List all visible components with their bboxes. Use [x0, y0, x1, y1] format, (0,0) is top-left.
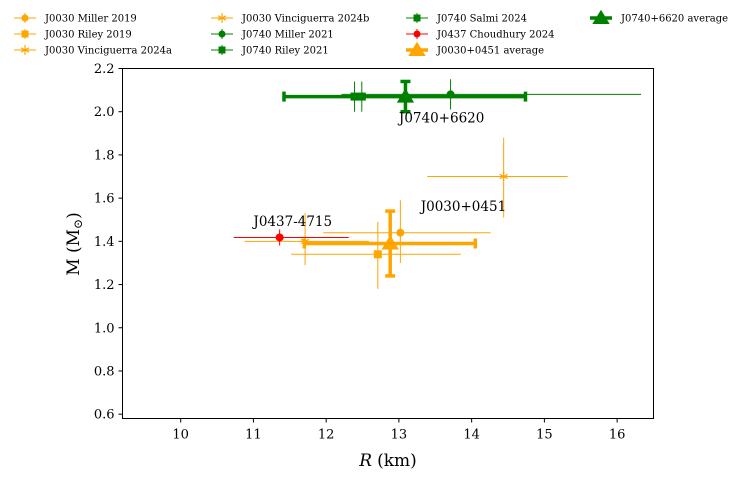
y-axis: 0.6 0.8 1.0 1.2 1.4 1.6 1.8 2.0 2.2 [94, 62, 123, 423]
series-j0030-0451-average [302, 209, 478, 278]
y-tick-label: 1.6 [94, 192, 115, 207]
legend-label: J0740 Salmi 2024 [436, 14, 527, 25]
x-tick-label: 16 [609, 428, 626, 443]
legend-label: J0030 Riley 2019 [44, 30, 132, 41]
legend-marker [21, 30, 29, 38]
data-point [396, 88, 415, 103]
x-tick-label: 15 [536, 428, 553, 443]
legend-marker [21, 14, 29, 22]
y-tick-label: 0.6 [94, 408, 115, 423]
x-axis: 10 11 12 13 14 15 16 [172, 418, 626, 443]
annotation-j0740-6620: J0740+6620 [397, 111, 484, 127]
x-tick-label: 13 [391, 428, 408, 443]
x-axis-label-var: R [358, 451, 372, 471]
annotation-j0030-0451: J0030+0451 [419, 199, 506, 215]
y-axis-label-close: ) [64, 212, 84, 219]
legend-marker [218, 30, 226, 38]
legend-item-j0030-miller-2019: J0030 Miller 2019 [14, 13, 137, 25]
legend-item-j0030-0451-average: J0030+0451 average [406, 41, 544, 57]
series-j0740-miller-2021 [341, 79, 642, 110]
data-point [499, 172, 509, 182]
legend-item-j0740-6620-average: J0740+6620 average [590, 9, 728, 25]
x-axis-label-unit: (km) [377, 451, 417, 471]
data-point [396, 228, 405, 237]
legend-item-j0030-vinciguerra-2024b: J0030 Vinciguerra 2024b [211, 13, 369, 25]
legend-label: J0030 Miller 2019 [44, 14, 137, 25]
legend-item-j0740-riley-2021: J0740 Riley 2021 [211, 45, 329, 57]
plot-area: J0740+6620 J0030+0451 J0437-4715 [233, 79, 642, 289]
legend-marker [218, 46, 226, 54]
legend-item-j0030-vinciguerra-2024a: J0030 Vinciguerra 2024a [14, 45, 172, 57]
x-axis-label: R (km) [358, 451, 417, 471]
x-tick-label: 10 [172, 428, 189, 443]
y-axis-label-sub: ⊙ [71, 219, 85, 229]
x-tick-label: 12 [318, 428, 335, 443]
annotation-j0437-4715: J0437-4715 [251, 214, 332, 230]
legend-marker [413, 14, 421, 22]
legend: J0030 Miller 2019 J0030 Riley 2019 J0030 V… [14, 9, 728, 57]
plot-frame [122, 68, 654, 419]
legend-marker [413, 30, 421, 38]
y-tick-label: 1.4 [94, 235, 115, 250]
data-point [275, 233, 284, 242]
series-j0030-riley-2019 [291, 221, 461, 289]
legend-item-j0740-miller-2021: J0740 Miller 2021 [211, 29, 334, 41]
series-j0030-miller-2019 [323, 200, 491, 263]
y-tick-label: 1.0 [94, 321, 115, 336]
legend-label: J0740 Miller 2021 [241, 30, 334, 41]
series-j0030-vinciguerra-2024a [427, 137, 568, 218]
y-axis-label-main: M (M [64, 229, 84, 276]
y-axis-label: M (M⊙) [64, 212, 85, 276]
series-j0740-6620-average [282, 79, 528, 114]
legend-label: J0740 Riley 2021 [241, 46, 329, 57]
data-point [373, 250, 382, 259]
legend-label: J0740+6620 average [620, 14, 728, 25]
y-tick-label: 1.2 [94, 278, 115, 293]
legend-label: J0030 Vinciguerra 2024a [44, 46, 172, 57]
x-tick-label: 11 [245, 428, 262, 443]
x-tick-label: 14 [463, 428, 480, 443]
y-tick-label: 1.8 [94, 148, 115, 163]
legend-label: J0437 Choudhury 2024 [436, 30, 555, 41]
legend-item-j0030-riley-2019: J0030 Riley 2019 [14, 29, 132, 41]
y-tick-label: 2.0 [94, 105, 115, 120]
legend-marker [408, 41, 426, 56]
y-tick-label: 0.8 [94, 364, 115, 379]
legend-item-j0740-salmi-2024: J0740 Salmi 2024 [406, 13, 527, 25]
legend-label: J0030 Vinciguerra 2024b [241, 14, 369, 25]
legend-marker [20, 45, 30, 55]
legend-marker [592, 9, 610, 24]
series-j0437-choudhury-2024 [233, 229, 349, 246]
legend-item-j0437-choudhury-2024: J0437 Choudhury 2024 [406, 29, 555, 41]
y-tick-label: 2.2 [94, 62, 115, 77]
legend-marker [217, 13, 227, 23]
legend-label: J0030+0451 average [436, 46, 544, 57]
data-point [381, 235, 399, 250]
